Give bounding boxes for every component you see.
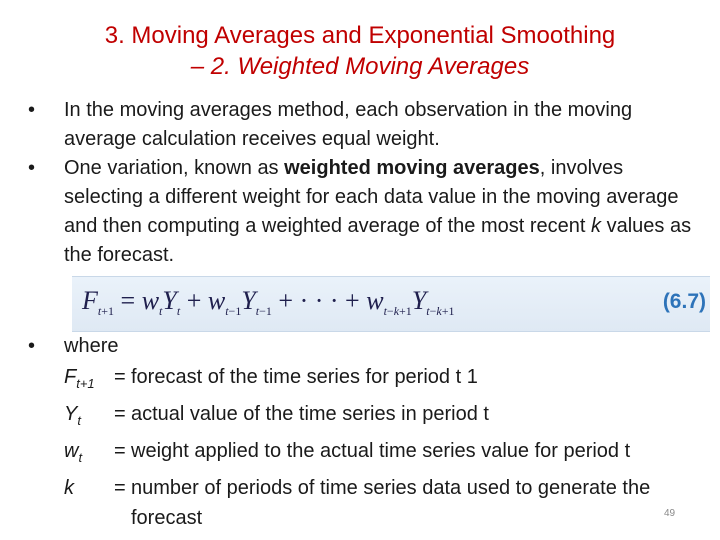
definition-row: Yt = actual value of the time series in … xyxy=(64,399,704,436)
definition-row: k = number of periods of time series dat… xyxy=(64,473,704,533)
bullet-dot: • xyxy=(28,99,36,121)
bullet-dot: • xyxy=(28,157,36,179)
symbol-letter: Y xyxy=(64,403,78,425)
definition-symbol: Ft+1 xyxy=(64,362,114,399)
definition-text: weight applied to the actual time series… xyxy=(131,440,631,462)
symbol-letter: w xyxy=(64,440,79,462)
bullet-item-2: • One variation, known as weighted movin… xyxy=(28,154,708,270)
definition-symbol: Yt xyxy=(64,399,114,436)
formula-image: Ft+1 = wtYt + wt−1Yt−1 + · · · + wt−k+1Y… xyxy=(72,276,710,332)
formula-expression: Ft+1 = wtYt + wt−1Yt−1 + · · · + wt−k+1Y… xyxy=(82,286,455,319)
formula-number: (6.7) xyxy=(662,290,706,313)
equals-sign: = xyxy=(114,477,126,499)
definition-row: wt = weight applied to the actual time s… xyxy=(64,436,704,473)
definitions-list: Ft+1 = forecast of the time series for p… xyxy=(64,362,704,533)
equals-sign: = xyxy=(114,403,126,425)
definition-symbol: wt xyxy=(64,436,114,473)
symbol-subscript: t xyxy=(78,450,83,465)
bullet-2-pre: One variation, known as xyxy=(64,157,285,179)
bullet-list: • In the moving averages method, each ob… xyxy=(28,96,708,270)
definition-row: Ft+1 = forecast of the time series for p… xyxy=(64,362,704,399)
definition-text: actual value of the time series in perio… xyxy=(131,403,489,425)
bullet-text-1: In the moving averages method, each obse… xyxy=(64,99,633,150)
equals-sign: = xyxy=(114,440,126,462)
equals-sign: = xyxy=(114,366,126,388)
symbol-letter: k xyxy=(64,477,74,499)
definition-text: number of periods of time series data us… xyxy=(131,477,651,529)
title-line-2: – 2. Weighted Moving Averages xyxy=(190,53,530,80)
symbol-subscript: t+1 xyxy=(76,376,95,391)
symbol-subscript: t xyxy=(77,413,81,428)
bullet-dot: • xyxy=(28,335,36,357)
page-number: 49 xyxy=(664,508,676,519)
bullet-2-bold: weighted moving averages xyxy=(284,157,540,179)
symbol-letter: F xyxy=(64,366,77,388)
where-bullet: • where xyxy=(28,332,708,362)
bullet-2-post: values as the forecast. xyxy=(64,215,692,266)
bullet-2-k: k xyxy=(591,215,602,237)
bullet-text-2: One variation, known as weighted moving … xyxy=(64,154,704,270)
bullet-2-mid: , involves selecting a different weight … xyxy=(64,157,679,237)
where-label: where xyxy=(64,335,119,357)
slide-title: 3. Moving Averages and Exponential Smoot… xyxy=(40,20,680,82)
bullet-item-1: • In the moving averages method, each ob… xyxy=(28,96,708,154)
where-row: • where xyxy=(28,332,708,362)
definition-text: forecast of the time series for period t… xyxy=(131,366,478,388)
title-line-1: 3. Moving Averages and Exponential Smoot… xyxy=(104,22,616,49)
definition-symbol: k xyxy=(64,473,114,533)
